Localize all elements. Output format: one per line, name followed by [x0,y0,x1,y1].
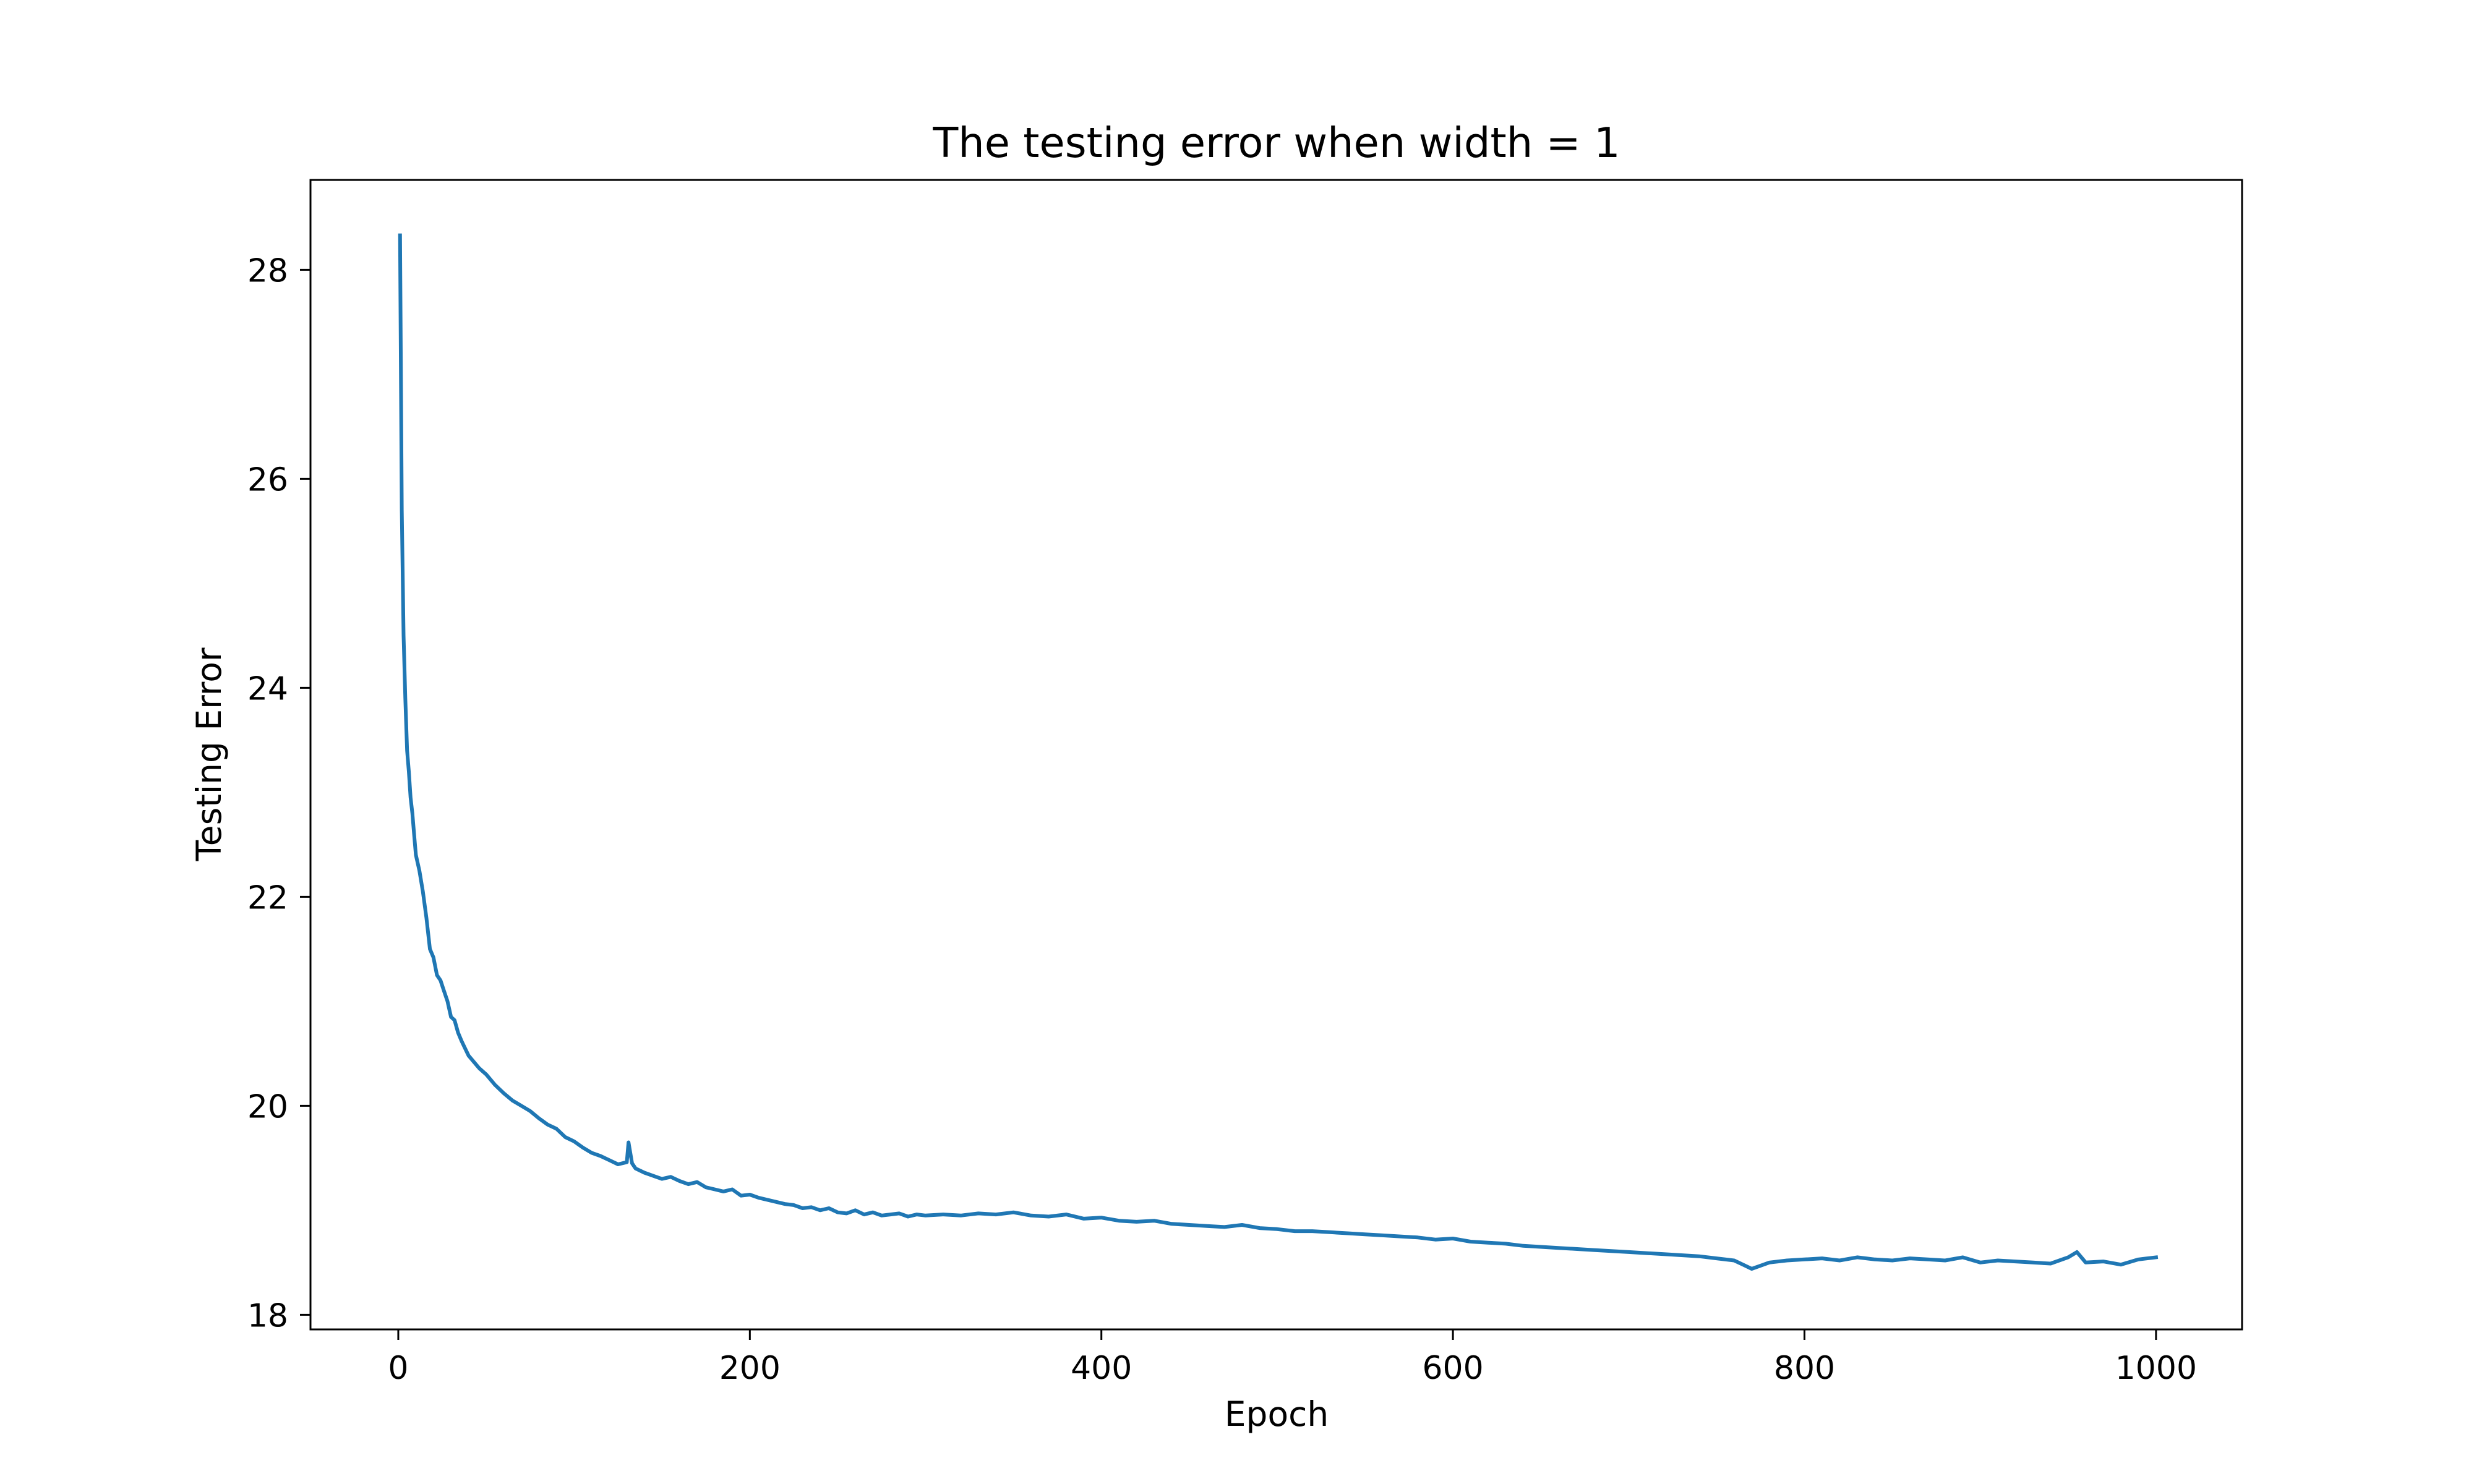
y-tick-label: 22 [247,879,288,916]
y-axis-label: Testing Error [189,647,229,861]
plot-background [310,180,2242,1329]
x-axis-label: Epoch [1225,1394,1329,1434]
y-axis: 18 20 22 24 26 28 [247,252,310,1334]
chart-title: The testing error when width = 1 [932,119,1620,167]
plot-frame [309,179,2243,1331]
x-axis: 0 200 400 600 800 1000 [388,1329,2197,1387]
series-line-testing-error [398,233,2159,1271]
y-tick-label: 28 [247,252,288,289]
y-tick-label: 18 [247,1297,288,1334]
plot-area [310,180,2242,1329]
y-tick-label: 26 [247,461,288,498]
x-tick-label: 200 [719,1350,781,1387]
x-tick-label: 400 [1071,1350,1132,1387]
x-tick-label: 800 [1774,1350,1835,1387]
x-tick-label: 0 [388,1350,408,1387]
x-tick-label: 600 [1422,1350,1483,1387]
x-tick-label: 1000 [2115,1350,2197,1387]
y-tick-label: 20 [247,1088,288,1125]
y-tick-label: 24 [247,670,288,707]
